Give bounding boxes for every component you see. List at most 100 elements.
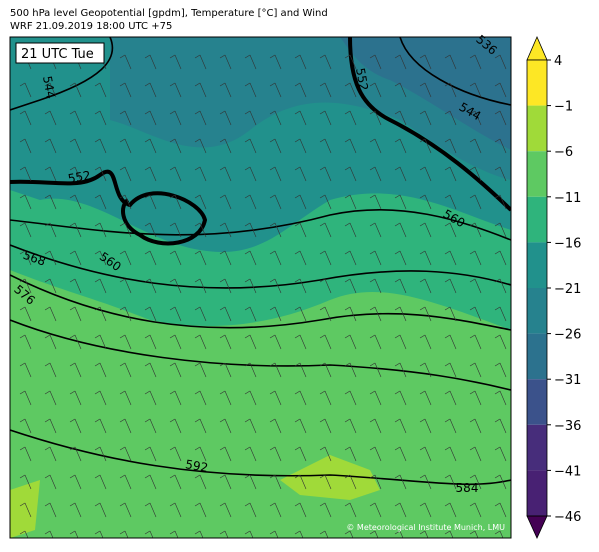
wind-barb: [44, 250, 57, 266]
wind-barb: [419, 334, 432, 350]
wind-barb: [419, 110, 432, 126]
wind-barb: [294, 306, 307, 322]
colorbar-extend-top: [526, 35, 548, 61]
wind-barb: [419, 502, 432, 518]
contour-label: 592: [184, 457, 209, 475]
wind-barb: [194, 334, 207, 350]
wind-barb: [94, 222, 107, 238]
wind-barb: [244, 250, 257, 266]
wind-barb: [469, 166, 482, 182]
wind-barb: [419, 446, 432, 462]
wind-barb: [294, 390, 307, 406]
wind-barb: [94, 418, 107, 434]
wind-barb: [419, 306, 432, 322]
wind-barb: [244, 474, 257, 490]
wind-barb: [169, 82, 182, 98]
wind-barb: [269, 250, 282, 266]
wind-barb: [119, 530, 129, 538]
wind-barb: [344, 54, 357, 70]
wind-barb: [419, 194, 432, 210]
wind-barb: [119, 138, 132, 154]
wind-barb: [194, 138, 207, 154]
wind-barb: [394, 110, 407, 126]
map: 21 UTC Tue © Meteorological Institute Mu…: [9, 32, 512, 539]
wind-barb: [269, 194, 282, 210]
wind-barb: [219, 54, 232, 70]
wind-barb: [469, 502, 482, 518]
wind-barb: [319, 530, 329, 538]
wind-barb: [194, 502, 207, 518]
wind-barb: [344, 334, 357, 350]
wind-barb: [319, 222, 332, 238]
wind-barb: [444, 222, 457, 238]
wind-barb: [369, 54, 382, 70]
wind-barb: [394, 530, 404, 538]
wind-barb: [369, 110, 382, 126]
colorbar-band: [527, 242, 547, 288]
wind-barb: [494, 334, 507, 350]
wind-barb: [219, 166, 232, 182]
wind-barb: [319, 54, 332, 70]
wind-barb: [444, 530, 454, 538]
map-frame: [9, 36, 512, 539]
wind-barb: [194, 110, 207, 126]
wind-barb: [194, 306, 207, 322]
wind-barb: [269, 362, 282, 378]
wind-barb: [394, 54, 407, 70]
wind-barb: [119, 278, 132, 294]
wind-barb: [19, 110, 32, 126]
wind-barb: [169, 306, 182, 322]
colorbar-band: [527, 333, 547, 380]
wind-barb: [244, 334, 257, 350]
wind-barb: [69, 194, 82, 210]
wind-barb: [244, 278, 257, 294]
wind-barb: [369, 194, 382, 210]
wind-barb: [244, 194, 257, 210]
wind-barb: [44, 82, 57, 98]
wind-barb: [94, 194, 107, 210]
wind-barb: [144, 222, 157, 238]
wind-barb: [369, 138, 382, 154]
wind-barb: [494, 222, 507, 238]
credit: © Meteorological Institute Munich, LMU: [346, 523, 505, 532]
wind-barb: [269, 390, 282, 406]
wind-barb: [494, 530, 504, 538]
wind-barb: [319, 334, 332, 350]
wind-barb: [144, 110, 157, 126]
wind-barb: [244, 502, 257, 518]
wind-barb: [444, 54, 457, 70]
wind-barb: [144, 278, 157, 294]
wind-barb: [194, 362, 207, 378]
wind-barb: [19, 82, 32, 98]
wind-barb: [494, 278, 507, 294]
wind-barb: [294, 166, 307, 182]
wind-barb: [19, 166, 32, 182]
wind-barb: [219, 390, 232, 406]
wind-barb: [469, 222, 482, 238]
wind-barb: [319, 418, 332, 434]
wind-barb: [44, 166, 57, 182]
wind-barb: [219, 138, 232, 154]
wind-barb: [19, 474, 32, 490]
wind-barb: [294, 474, 307, 490]
wind-barb: [394, 250, 407, 266]
wind-barb: [19, 334, 32, 350]
colorbar-tick-label: −11: [554, 191, 581, 206]
wind-barb: [344, 362, 357, 378]
wind-barb: [469, 418, 482, 434]
wind-barb: [294, 54, 307, 70]
wind-barb: [344, 390, 357, 406]
wind-barb: [69, 418, 82, 434]
wind-barb: [494, 390, 507, 406]
wind-barb: [219, 502, 232, 518]
wind-barb: [44, 222, 57, 238]
wind-barb: [419, 278, 432, 294]
colorbar-extend-bottom: [526, 515, 548, 539]
wind-barb: [219, 222, 232, 238]
wind-barb: [169, 530, 179, 538]
wind-barb: [269, 166, 282, 182]
wind-barb: [419, 250, 432, 266]
wind-barb: [94, 278, 107, 294]
wind-barb: [219, 446, 232, 462]
wind-barb: [219, 474, 232, 490]
